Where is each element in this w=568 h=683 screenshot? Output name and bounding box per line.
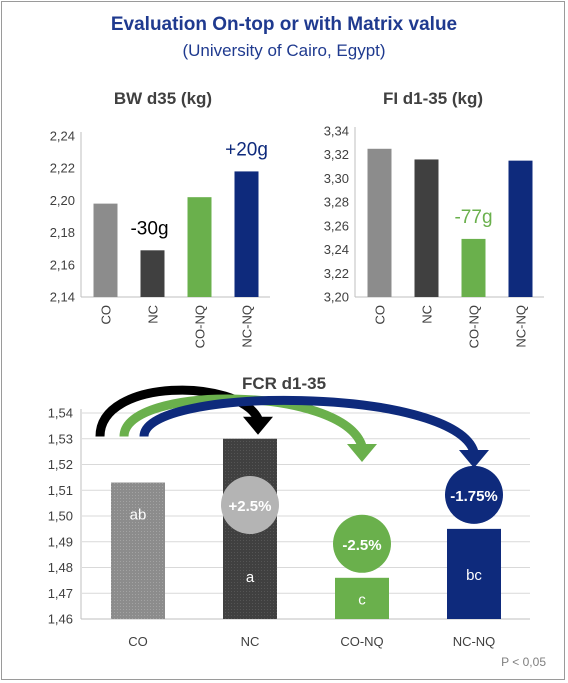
fcr-category-label: NC [241, 634, 260, 649]
fcr-significance-letter: bc [466, 567, 482, 584]
fi-ytick-label: 3,24 [324, 242, 349, 257]
arrowhead-co-nq [347, 444, 377, 462]
fcr-bar-co [111, 482, 165, 619]
fi-ytick-label: 3,26 [324, 218, 349, 233]
change-label-nc: +2.5% [229, 498, 272, 515]
fi-category-label: NC [420, 305, 435, 324]
arrowhead-nc-nq [459, 450, 489, 468]
fi-bar-co [367, 148, 392, 297]
bw-chart: BW d35 (kg) 2,14 2,16 2,18 2,20 2,22 2,24 CO NC C… [50, 89, 270, 348]
fcr-category-label: CO-NQ [340, 634, 383, 649]
fcr-chart: FCR d1-35 1,46 1,47 1,48 1,49 1,50 1,51 1,52 1,5… [48, 374, 530, 649]
bw-ytick-label: 2,24 [50, 129, 75, 144]
change-circle-nc [221, 476, 279, 534]
bw-bar-co [93, 203, 118, 297]
bw-category-label: CO-NQ [193, 305, 208, 348]
fi-bar-nc-nq [508, 160, 533, 297]
fcr-ytick-label: 1,50 [48, 509, 73, 524]
fi-annotation: -77g [454, 207, 492, 228]
change-circle-nc-nq [445, 465, 503, 524]
fcr-ytick-label: 1,46 [48, 612, 73, 627]
fcr-ytick-label: 1,54 [48, 406, 73, 421]
fi-category-label: CO [373, 305, 388, 325]
bw-category-label: NC [146, 305, 161, 324]
fi-ytick-label: 3,32 [324, 147, 349, 162]
change-circle-co-nq [333, 514, 391, 573]
figure-title: Evaluation On-top or with Matrix value [111, 14, 457, 35]
fcr-category-label: CO [128, 634, 148, 649]
fi-title: FI d1-35 (kg) [383, 89, 483, 108]
fcr-ytick-label: 1,48 [48, 560, 73, 575]
fcr-bar-nc-nq [447, 528, 501, 619]
fcr-category-label: NC-NQ [453, 634, 496, 649]
fi-ytick-label: 3,20 [324, 290, 349, 305]
bw-annotation: -30g [130, 218, 168, 239]
figure-subtitle: (University of Cairo, Egypt) [182, 41, 385, 60]
bw-ytick-label: 2,18 [50, 225, 75, 240]
fcr-title: FCR d1-35 [242, 374, 326, 393]
fi-category-label: NC-NQ [514, 305, 529, 348]
fcr-ytick-label: 1,47 [48, 586, 73, 601]
bw-category-label: NC-NQ [240, 305, 255, 348]
bw-annotation: +20g [225, 139, 268, 160]
fi-ytick-label: 3,28 [324, 195, 349, 210]
bw-ytick-label: 2,14 [50, 290, 75, 305]
bw-title: BW d35 (kg) [114, 89, 212, 108]
bw-bar-co-nq [187, 197, 212, 297]
bw-ytick-label: 2,22 [50, 161, 75, 176]
fcr-bar-co-nq [335, 577, 389, 619]
fi-category-label: CO-NQ [467, 305, 482, 348]
fcr-ytick-label: 1,49 [48, 534, 73, 549]
fcr-ytick-label: 1,53 [48, 431, 73, 446]
arrowhead-nc [243, 416, 273, 435]
bw-ytick-label: 2,16 [50, 257, 75, 272]
fcr-significance-letter: ab [130, 507, 147, 524]
bw-category-label: CO [99, 305, 114, 325]
bw-bar-nc-nq [234, 171, 259, 297]
fcr-significance-letter: c [358, 591, 366, 608]
change-label-co-nq: -2.5% [342, 537, 381, 554]
fi-ytick-label: 3,30 [324, 171, 349, 186]
fi-chart: FI d1-35 (kg) 3,20 3,22 3,24 3,26 3,28 3,30 3,3… [324, 89, 544, 348]
significance-footnote: P < 0,05 [501, 655, 546, 669]
fi-ytick-label: 3,34 [324, 124, 349, 139]
fcr-ytick-label: 1,51 [48, 483, 73, 498]
fi-bar-nc [414, 159, 439, 297]
change-label-nc-nq: -1.75% [450, 488, 498, 505]
fi-bar-co-nq [461, 238, 486, 297]
arrow-co-to-nc-nq [139, 395, 479, 454]
fcr-significance-letter: a [246, 569, 255, 586]
fcr-ytick-label: 1,52 [48, 457, 73, 472]
fi-ytick-label: 3,22 [324, 266, 349, 281]
bw-bar-nc [140, 250, 165, 297]
bw-ytick-label: 2,20 [50, 193, 75, 208]
